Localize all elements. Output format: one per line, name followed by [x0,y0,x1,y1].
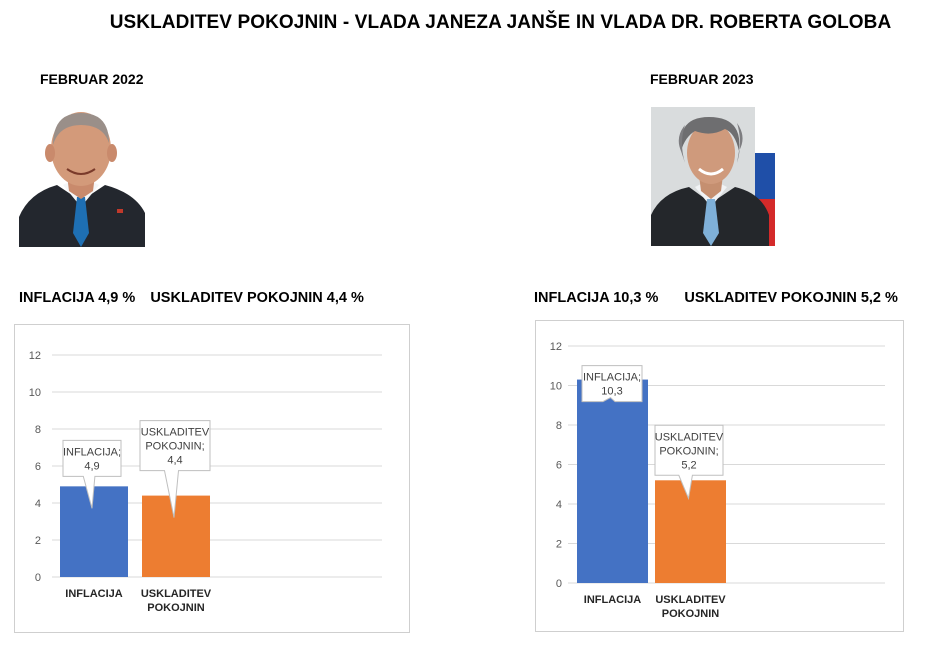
right-y-tick-label: 10 [550,381,562,393]
right-inflation-text: INFLACIJA 10,3 % [534,290,659,306]
page-title: USKLADITEV POKOJNIN - VLADA JANEZA JANŠE… [109,12,892,33]
right-portrait-photo [651,107,775,246]
left-y-tick-label: 0 [35,572,41,584]
left-bar-pension [142,495,210,577]
left-y-tick-label: 10 [29,387,41,399]
left-chart-container: 0 2 4 6 8 10 12 INFLACIJA INFLACIJA; 4,9 USKLADITE… [14,324,410,633]
right-y-tick-label: 8 [556,420,562,432]
left-data-label: INFLACIJA; 4,9 [63,446,121,472]
left-bar-chart: 0 2 4 6 8 10 12 INFLACIJA INFLACIJA; 4,9 USKLADITE… [29,350,382,614]
right-pension-text: USKLADITEV POKOJNIN 5,2 % [684,290,898,306]
right-y-tick-label: 12 [550,341,562,353]
right-data-label: USKLADITEV POKOJNIN; 5,2 [655,431,724,471]
right-period-label: FEBRUAR 2023 [650,71,754,87]
left-data-label: USKLADITEV POKOJNIN; 4,4 [141,427,210,467]
right-bar-chart: 0 2 4 6 8 10 12 INFLACIJA INFLACIJA; 10,3 USKLADIT… [550,341,885,620]
right-bar-inflation [577,379,648,583]
right-data-label-callout [654,424,724,501]
right-y-tick-label: 6 [556,460,562,472]
right-y-tick-label: 2 [556,539,562,551]
right-category-label: INFLACIJA [584,594,642,606]
right-bar-pension [655,480,726,583]
right-y-tick-label: 4 [556,499,562,511]
left-y-tick-label: 8 [35,424,41,436]
left-data-label-callout [139,420,211,518]
left-portrait-photo [19,105,145,247]
left-y-tick-label: 2 [35,535,41,547]
right-category-label: USKLADITEV POKOJNIN [655,594,726,620]
right-stats-line: INFLACIJA 10,3 % USKLADITEV POKOJNIN 5,2… [534,290,898,306]
left-period-label: FEBRUAR 2022 [40,71,144,87]
left-pension-text: USKLADITEV POKOJNIN 4,4 % [150,290,364,306]
left-data-label-callout [62,439,122,509]
right-chart-container: 0 2 4 6 8 10 12 INFLACIJA INFLACIJA; 10,3 USKLADIT… [535,320,904,632]
left-y-tick-label: 6 [35,461,41,473]
right-data-label: INFLACIJA; 10,3 [583,372,641,398]
left-category-label: USKLADITEV POKOJNIN [141,588,212,614]
left-category-label: INFLACIJA [65,588,123,600]
left-stats-line: INFLACIJA 4,9 % USKLADITEV POKOJNIN 4,4 … [19,290,364,306]
right-y-tick-label: 0 [556,578,562,590]
right-data-label-callout [581,365,643,403]
left-inflation-text: INFLACIJA 4,9 % [19,290,136,306]
left-y-tick-label: 4 [35,498,41,510]
left-y-tick-label: 12 [29,350,41,362]
left-bar-inflation [60,486,128,577]
